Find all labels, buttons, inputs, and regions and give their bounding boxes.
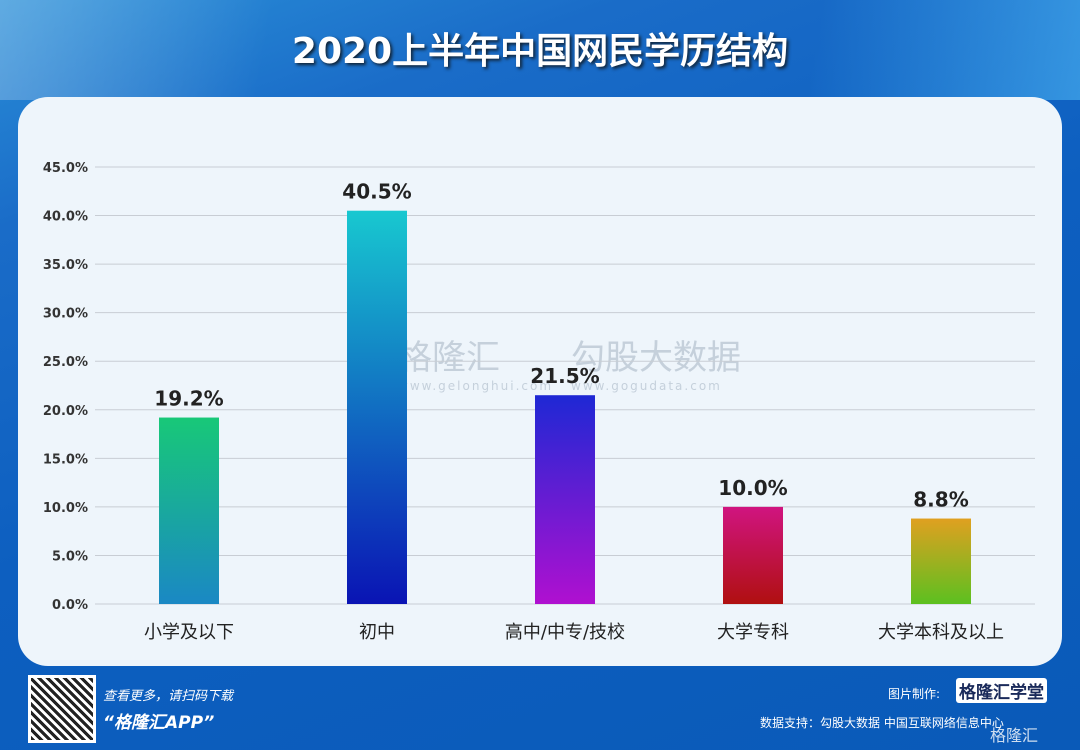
y-tick-label: 30.0%	[43, 307, 88, 322]
watermark: 格隆汇 www.gelonghui.com 勾股大数据 www.gogudata.c…	[398, 330, 741, 393]
y-tick-label: 5.0%	[52, 549, 88, 564]
watermark-partner: 勾股大数据	[571, 338, 742, 378]
data-source: 数据支持：勾股大数据 中国互联网络信息中心	[760, 716, 1004, 730]
x-tick-label: 高中/中专/技校	[505, 622, 625, 643]
y-tick-label: 10.0%	[43, 501, 88, 516]
y-tick-label: 0.0%	[52, 598, 88, 613]
data-label: 8.8%	[913, 488, 968, 512]
x-tick-label: 大学本科及以上	[878, 622, 1004, 643]
y-tick-label: 40.0%	[43, 210, 88, 225]
y-tick-label: 25.0%	[43, 355, 88, 370]
data-label: 21.5%	[530, 364, 599, 388]
qr-code[interactable]	[28, 675, 96, 743]
app-name: “格隆汇APP”	[103, 713, 215, 733]
bar[interactable]	[535, 395, 595, 604]
data-label: 40.5%	[342, 180, 411, 204]
y-tick-label: 35.0%	[43, 258, 88, 273]
corner-logo: 格隆汇	[990, 726, 1039, 745]
x-tick-label: 初中	[359, 622, 395, 643]
header-stripe	[0, 0, 1080, 100]
bar[interactable]	[159, 417, 219, 604]
made-by-label: 图片制作:	[888, 687, 941, 701]
y-tick-label: 20.0%	[43, 404, 88, 419]
data-label: 10.0%	[718, 476, 787, 500]
x-tick-label: 小学及以下	[144, 622, 234, 643]
scan-text: 查看更多，请扫码下载	[103, 689, 234, 704]
y-tick-label: 45.0%	[43, 161, 88, 176]
watermark-brand-url: www.gelonghui.com	[398, 379, 554, 393]
x-tick-label: 大学专科	[717, 622, 789, 643]
watermark-partner-url: www.gogudata.com	[571, 379, 722, 393]
bar[interactable]	[911, 518, 971, 604]
bar[interactable]	[347, 210, 407, 604]
chart-title: 2020上半年中国网民学历结构	[291, 31, 789, 72]
y-tick-label: 15.0%	[43, 452, 88, 467]
watermark-brand: 格隆汇	[398, 338, 500, 378]
data-label: 19.2%	[154, 387, 223, 411]
made-by-logo: 格隆汇学堂	[956, 678, 1047, 703]
bar[interactable]	[723, 506, 783, 604]
